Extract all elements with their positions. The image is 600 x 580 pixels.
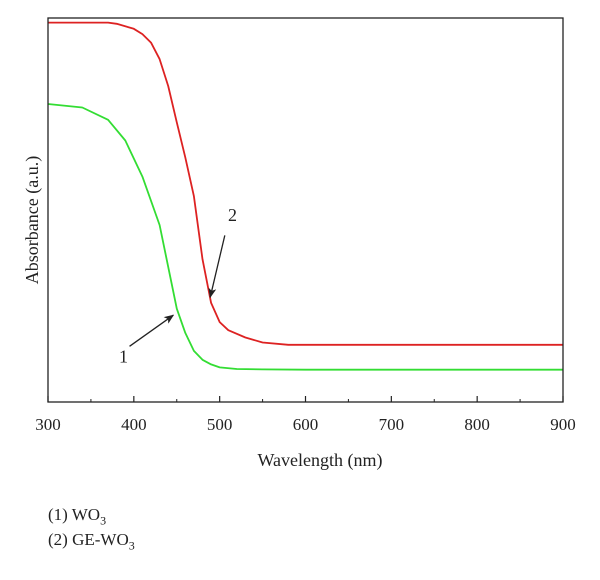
x-tick-label-700: 700 bbox=[379, 415, 405, 434]
legend-item-2-text: (2) GE-WO bbox=[48, 530, 129, 549]
legend-item-2-subscript: 3 bbox=[128, 538, 135, 553]
absorbance-chart: 300 400 500 600 700 800 900 1 2 Wavelength (nm)… bbox=[22, 17, 576, 471]
legend-item-2: (2) GE-WO3 bbox=[48, 530, 135, 553]
legend-item-1-subscript: 3 bbox=[100, 513, 107, 528]
x-tick-label-900: 900 bbox=[550, 415, 576, 434]
x-tick-label-500: 500 bbox=[207, 415, 233, 434]
annotation-label-1: 1 bbox=[119, 346, 128, 366]
x-tick-label-800: 800 bbox=[464, 415, 490, 434]
x-tick-label-300: 300 bbox=[35, 415, 61, 434]
x-tick-label-600: 600 bbox=[293, 415, 319, 434]
series-line-1 bbox=[47, 103, 563, 371]
annotation-arrow-2 bbox=[208, 235, 226, 299]
y-axis-label: Absorbance (a.u.) bbox=[22, 156, 43, 284]
annotation-label-2: 2 bbox=[228, 205, 237, 225]
legend-item-1: (1) WO3 bbox=[48, 505, 106, 528]
annotation-arrow-1 bbox=[129, 314, 175, 347]
series-line-2 bbox=[48, 21, 563, 346]
x-axis-label: Wavelength (nm) bbox=[257, 450, 382, 471]
x-tick-label-400: 400 bbox=[121, 415, 147, 434]
legend-item-1-text: (1) WO bbox=[48, 505, 101, 524]
